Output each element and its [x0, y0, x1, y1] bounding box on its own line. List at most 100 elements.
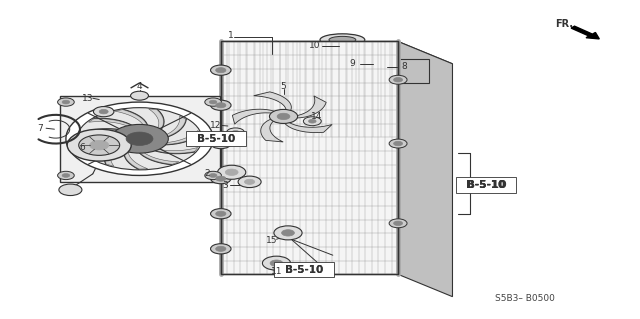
Circle shape: [211, 244, 231, 254]
Polygon shape: [156, 130, 200, 145]
Circle shape: [218, 165, 246, 179]
Circle shape: [282, 230, 294, 236]
Text: 10: 10: [308, 41, 320, 50]
Circle shape: [66, 102, 213, 175]
Circle shape: [394, 78, 403, 82]
Ellipse shape: [366, 62, 395, 69]
Text: 15: 15: [266, 236, 277, 245]
Polygon shape: [260, 118, 283, 142]
Text: 14: 14: [311, 112, 323, 121]
FancyBboxPatch shape: [60, 96, 220, 182]
Circle shape: [270, 260, 283, 266]
Polygon shape: [292, 96, 326, 118]
Text: S5B3– B0500: S5B3– B0500: [495, 294, 555, 303]
FancyBboxPatch shape: [186, 131, 246, 146]
Circle shape: [99, 109, 108, 114]
Text: 3: 3: [223, 181, 228, 189]
Circle shape: [209, 100, 217, 104]
Text: 5: 5: [281, 82, 286, 91]
Circle shape: [389, 75, 407, 84]
Circle shape: [389, 139, 407, 148]
Circle shape: [232, 130, 239, 134]
Circle shape: [205, 98, 221, 106]
Circle shape: [225, 169, 238, 175]
Text: 2: 2: [204, 169, 209, 178]
Circle shape: [216, 211, 226, 216]
Circle shape: [238, 176, 261, 188]
Circle shape: [62, 174, 70, 177]
Circle shape: [216, 246, 226, 251]
Circle shape: [211, 138, 231, 149]
Polygon shape: [232, 109, 278, 124]
Polygon shape: [105, 141, 122, 166]
Text: 8: 8: [402, 63, 407, 71]
Text: B-5-10: B-5-10: [285, 264, 323, 275]
Circle shape: [394, 141, 403, 146]
Circle shape: [211, 174, 231, 184]
Circle shape: [269, 109, 298, 123]
Circle shape: [216, 103, 226, 108]
Polygon shape: [79, 129, 127, 138]
Text: 13: 13: [82, 94, 93, 103]
Circle shape: [216, 68, 226, 73]
Circle shape: [77, 108, 202, 170]
Polygon shape: [148, 109, 164, 134]
Text: B-5-10: B-5-10: [197, 134, 236, 144]
Circle shape: [205, 171, 221, 180]
Circle shape: [216, 176, 226, 181]
Circle shape: [211, 65, 231, 75]
Circle shape: [394, 221, 403, 226]
Circle shape: [211, 100, 231, 110]
Polygon shape: [159, 116, 186, 139]
Text: B-5-10: B-5-10: [285, 264, 323, 275]
Text: 11: 11: [271, 267, 282, 276]
Circle shape: [58, 98, 74, 106]
Text: 9: 9: [349, 59, 355, 68]
Polygon shape: [398, 41, 452, 297]
Circle shape: [67, 129, 131, 161]
Text: B-5-10: B-5-10: [467, 180, 506, 190]
Circle shape: [262, 256, 291, 270]
Ellipse shape: [372, 63, 388, 67]
Circle shape: [126, 132, 153, 145]
Polygon shape: [221, 41, 398, 274]
Circle shape: [62, 100, 70, 104]
Polygon shape: [88, 119, 137, 130]
Text: 4: 4: [137, 82, 142, 91]
Ellipse shape: [365, 73, 392, 80]
Polygon shape: [147, 147, 198, 153]
Polygon shape: [137, 148, 179, 165]
Circle shape: [389, 219, 407, 228]
Circle shape: [90, 140, 109, 150]
FancyArrow shape: [571, 26, 599, 39]
Polygon shape: [221, 41, 452, 64]
Circle shape: [277, 113, 290, 120]
Circle shape: [227, 128, 244, 137]
Circle shape: [308, 119, 316, 123]
Circle shape: [111, 124, 168, 153]
Text: 7: 7: [38, 124, 43, 133]
Circle shape: [216, 141, 226, 146]
Polygon shape: [253, 92, 291, 113]
FancyBboxPatch shape: [274, 262, 334, 277]
Circle shape: [58, 171, 74, 180]
Ellipse shape: [329, 36, 356, 43]
Text: B-5-10: B-5-10: [467, 180, 506, 190]
Text: FR.: FR.: [555, 19, 573, 29]
Polygon shape: [124, 146, 148, 169]
Circle shape: [93, 107, 114, 117]
Circle shape: [303, 117, 321, 126]
Text: B-5-10: B-5-10: [466, 180, 507, 190]
Text: B-5-10: B-5-10: [197, 134, 236, 144]
Polygon shape: [284, 121, 332, 133]
Circle shape: [211, 209, 231, 219]
Circle shape: [244, 179, 255, 184]
Circle shape: [274, 226, 302, 240]
Ellipse shape: [320, 34, 365, 46]
Circle shape: [79, 135, 120, 155]
Text: 6: 6: [80, 143, 85, 152]
Circle shape: [59, 184, 82, 196]
Circle shape: [209, 174, 217, 177]
FancyBboxPatch shape: [456, 177, 516, 193]
Polygon shape: [84, 136, 121, 155]
